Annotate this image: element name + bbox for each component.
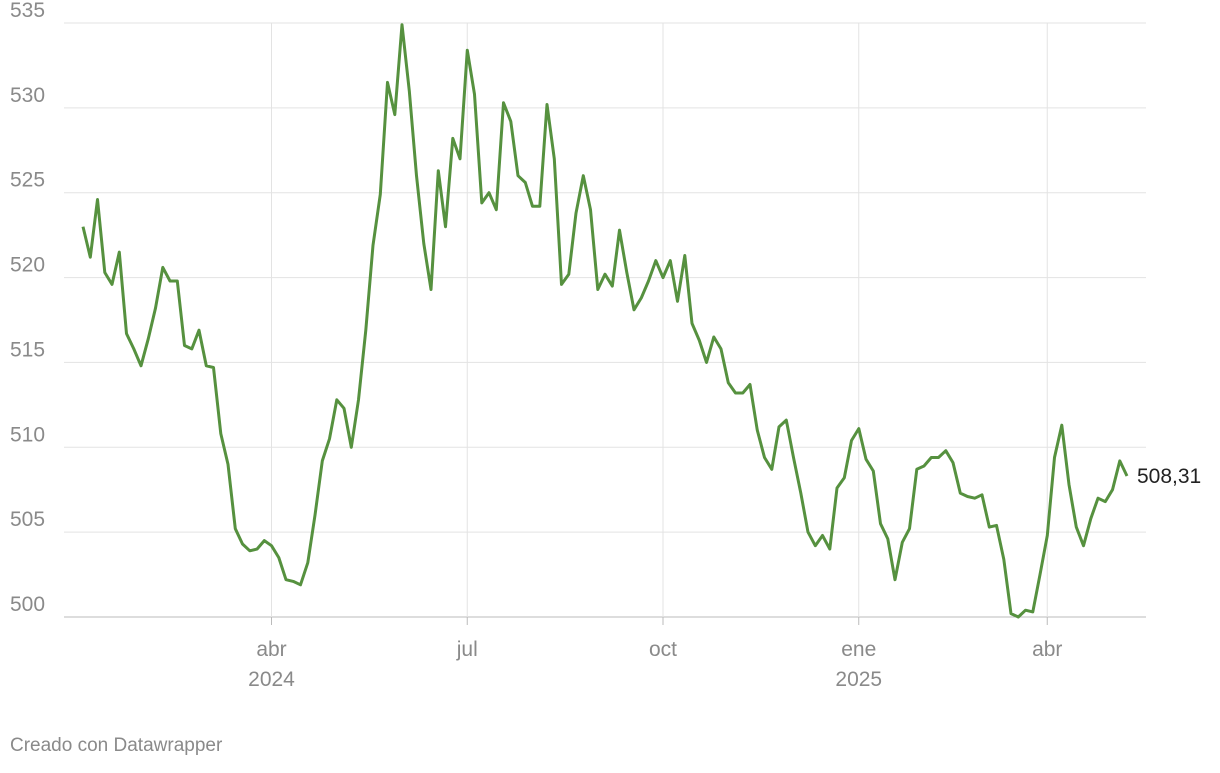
x-tick-label: abr — [256, 638, 286, 661]
x-tick-label: ene — [841, 638, 876, 661]
x-tick-sublabel: 2024 — [248, 668, 295, 691]
y-tick-label: 510 — [10, 423, 45, 446]
x-tick-label: oct — [649, 638, 677, 661]
y-tick-label: 535 — [10, 0, 45, 22]
x-tick-label: abr — [1032, 638, 1062, 661]
credit: Creado con Datawrapper — [10, 735, 223, 756]
x-tick-sublabel: 2025 — [835, 668, 882, 691]
x-tick-label: jul — [456, 638, 478, 661]
y-tick-label: 520 — [10, 254, 45, 277]
y-tick-label: 500 — [10, 593, 45, 616]
y-tick-label: 505 — [10, 508, 45, 531]
line — [81, 23, 1129, 619]
y-tick-label: 530 — [10, 84, 45, 107]
y-tick-label: 515 — [10, 338, 45, 361]
y-tick-label: 525 — [10, 169, 45, 192]
value-label: 508,31 — [1137, 465, 1201, 488]
